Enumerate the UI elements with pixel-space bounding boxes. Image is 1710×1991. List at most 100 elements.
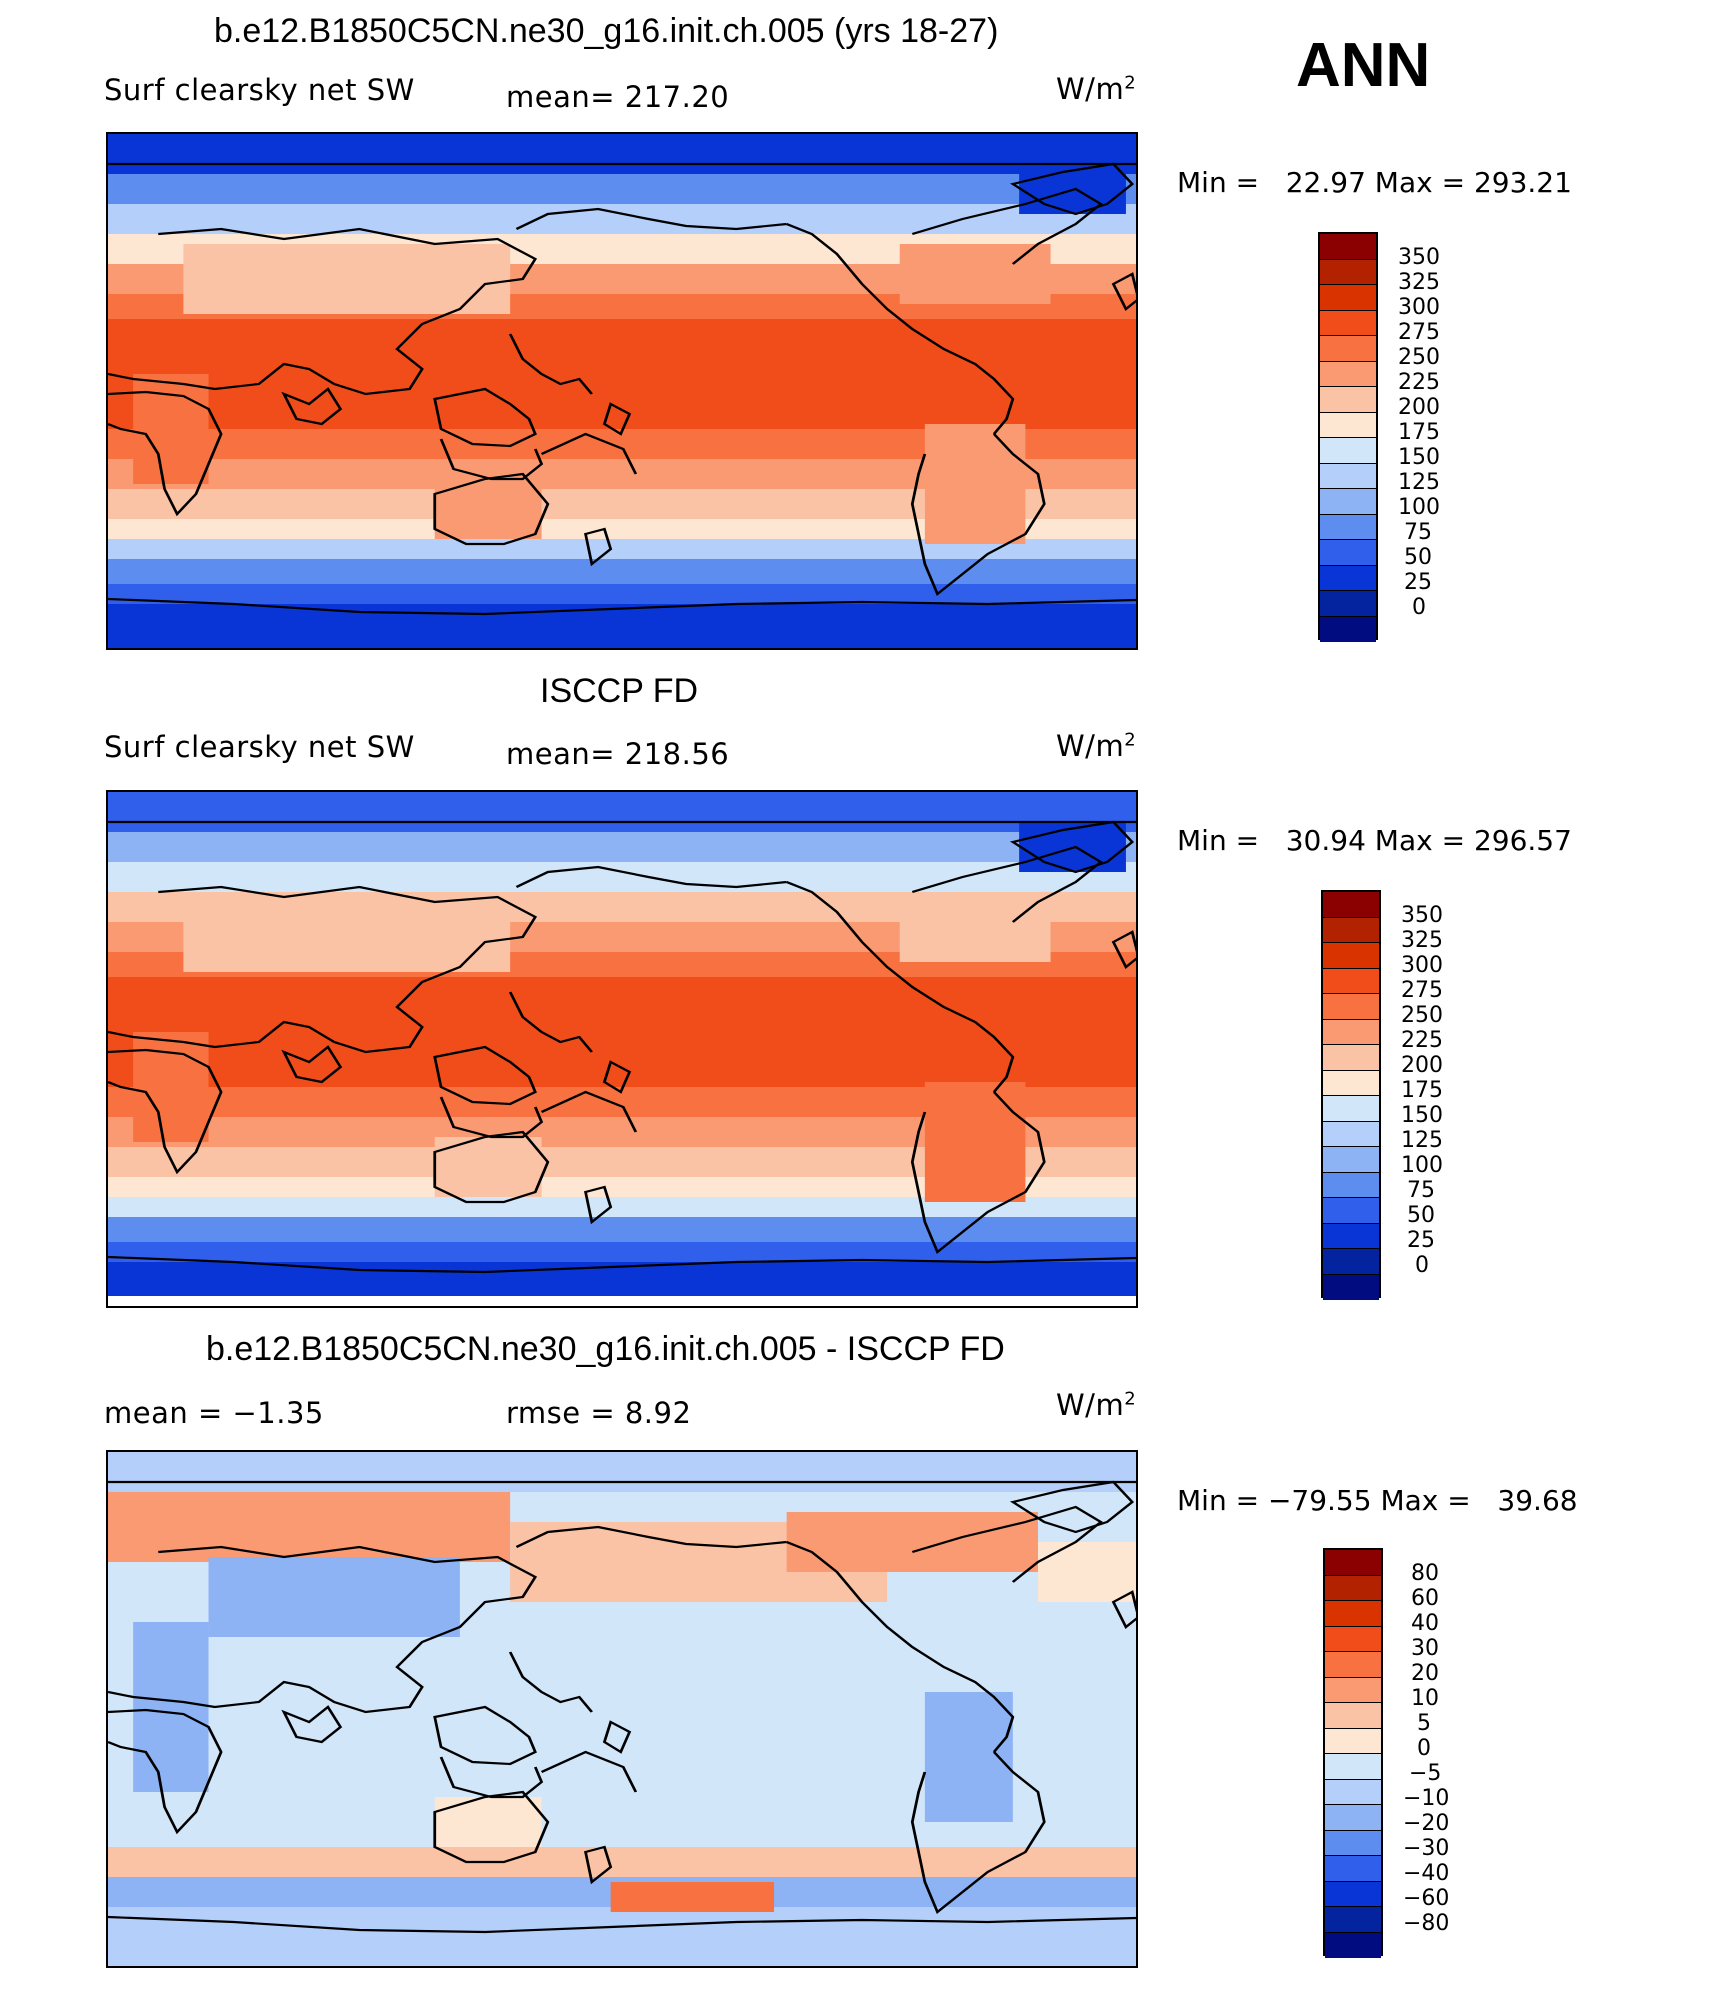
colorbar-label: 30 [1411,1636,1439,1661]
panel2-map-svg [108,792,1136,1306]
colorbar-swatch [1323,994,1379,1020]
colorbar-label: 325 [1401,928,1443,953]
colorbar-label: 0 [1412,595,1426,620]
colorbar-label: 175 [1401,1078,1443,1103]
colorbar-swatch [1323,1147,1379,1173]
colorbar-swatch [1325,1754,1381,1780]
panel1-mean-label: mean= 217.20 [506,80,730,114]
panel3-title: b.e12.B1850C5CN.ne30_g16.init.ch.005 - I… [206,1330,1005,1368]
map-band-subpolar-n [108,174,1136,204]
map-diff-namerica [786,1512,1038,1572]
panel1-units: W/m2 [1056,72,1137,106]
colorbar-swatch [1320,361,1376,387]
colorbar-label: 150 [1401,1103,1443,1128]
colorbar-label: −5 [1409,1761,1442,1786]
colorbar-label: 40 [1411,1611,1439,1636]
colorbar-swatch [1325,1575,1381,1601]
map-band-midlat-n1 [108,204,1136,234]
colorbar-label: 50 [1404,545,1432,570]
panel1-colorbar [1318,232,1378,642]
colorbar-label: 350 [1398,245,1440,270]
colorbar-swatch [1320,310,1376,336]
panel3-colorbar-labels: 80 60 40 30 20 10 5 0 −5 −10 −20 −30 −40… [1403,1561,1449,1936]
colorbar-swatch [1323,1274,1379,1300]
colorbar-swatch [1323,1096,1379,1122]
colorbar-swatch [1325,1677,1381,1703]
colorbar-swatch [1325,1830,1381,1856]
map-band-subpolar-s1 [108,539,1136,559]
colorbar-swatch [1325,1805,1381,1831]
colorbar-swatch [1323,1172,1379,1198]
panel3-map [106,1450,1138,1968]
colorbar-label: 325 [1398,270,1440,295]
colorbar-swatch [1320,412,1376,438]
panel3-rmse-label: rmse = 8.92 [506,1396,692,1430]
colorbar-swatch [1320,591,1376,617]
panel3-minmax: Min = −79.55 Max = 39.68 [1177,1484,1578,1517]
map-land-asia [183,902,511,972]
colorbar-swatch [1325,1601,1381,1627]
colorbar-swatch [1320,387,1376,413]
map-diff-natlantic [1037,1542,1136,1602]
map-band-polar-s2 [108,1262,1136,1296]
map-land-australia [434,1137,542,1197]
colorbar-label: 20 [1411,1661,1439,1686]
colorbar-label: 250 [1398,345,1440,370]
colorbar-swatch [1323,1223,1379,1249]
colorbar-swatch [1325,1550,1381,1576]
panel2-minmax: Min = 30.94 Max = 296.57 [1177,824,1572,857]
map-band-subpolar-n [108,832,1136,862]
colorbar-label: −10 [1403,1786,1450,1811]
map-band-subpolar-s1 [108,1197,1136,1217]
colorbar-label: 80 [1411,1561,1439,1586]
colorbar-swatch [1323,1249,1379,1275]
map-diff-weddell [610,1882,775,1912]
map-band-edge [108,1296,1136,1306]
colorbar-swatch [1323,892,1379,918]
map-band-polar-n [108,134,1136,174]
colorbar-swatch [1320,463,1376,489]
colorbar-label: 75 [1404,520,1432,545]
season-label: ANN [1296,31,1431,100]
colorbar-swatch [1323,1045,1379,1071]
colorbar-label: 150 [1398,445,1440,470]
colorbar-label: 175 [1398,420,1440,445]
colorbar-swatch [1320,259,1376,285]
colorbar-label: −20 [1403,1811,1450,1836]
colorbar-swatch [1325,1856,1381,1882]
colorbar-swatch [1325,1626,1381,1652]
map-diff-south-band1 [108,1847,1136,1877]
colorbar-swatch [1325,1728,1381,1754]
panel2-colorbar [1321,890,1381,1300]
colorbar-label: 0 [1415,1253,1429,1278]
panel3-units: W/m2 [1056,1388,1137,1422]
colorbar-label: 100 [1401,1153,1443,1178]
colorbar-swatch [1325,1907,1381,1933]
map-diff-tibet [208,1557,460,1637]
colorbar-label: −60 [1403,1886,1450,1911]
panel2-title: ISCCP FD [540,672,699,710]
map-land-samerica [924,424,1026,544]
colorbar-swatch [1325,1652,1381,1678]
colorbar-swatch [1320,336,1376,362]
map-diff-arctic [108,1452,1136,1492]
map-land-africa [133,1032,209,1142]
panel2-mean-label: mean= 218.56 [506,737,730,771]
colorbar-label: 225 [1398,370,1440,395]
panel2-units: W/m2 [1056,729,1137,763]
colorbar-label: −30 [1403,1836,1450,1861]
colorbar-label: 75 [1407,1178,1435,1203]
panel1-map-svg [108,134,1136,648]
colorbar-label: 25 [1407,1228,1435,1253]
map-band-midlat-n1 [108,862,1136,892]
map-land-africa [133,374,209,484]
map-band-polar-s1 [108,1242,1136,1262]
colorbar-swatch [1323,1019,1379,1045]
colorbar-label: 100 [1398,495,1440,520]
panel3-mean-label: mean = −1.35 [104,1396,324,1430]
colorbar-label: 125 [1398,470,1440,495]
map-band-equator [108,319,1136,429]
colorbar-label: 0 [1417,1736,1431,1761]
colorbar-label: −80 [1403,1911,1450,1936]
colorbar-swatch [1323,917,1379,943]
